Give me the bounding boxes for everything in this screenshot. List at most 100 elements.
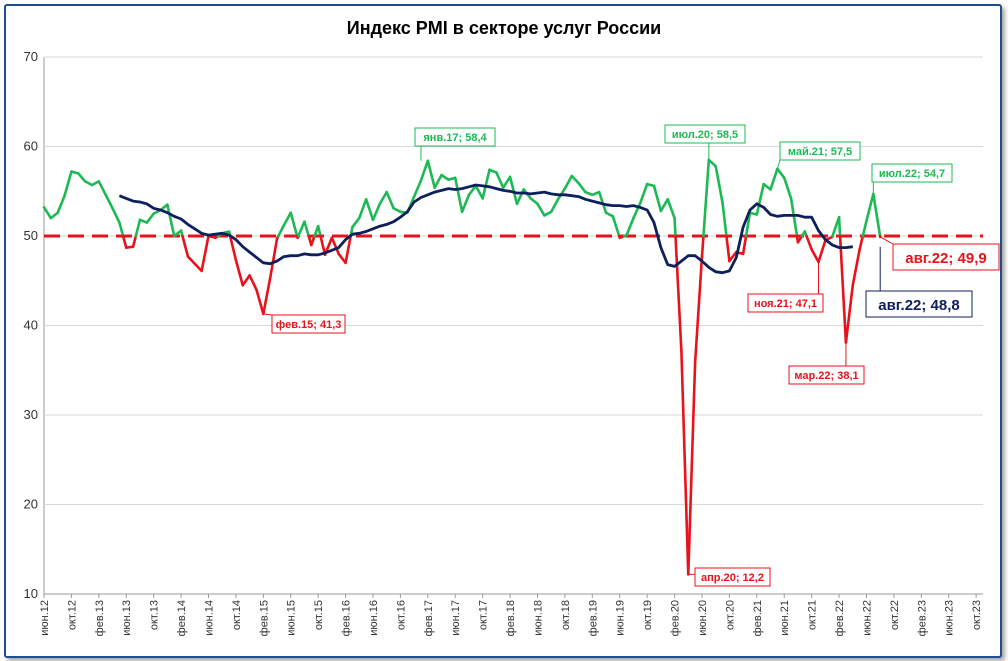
pmi-line-segment: [659, 198, 670, 213]
pmi-line-segment: [357, 198, 368, 220]
x-tick-label: фев.16: [341, 600, 353, 636]
x-tick-label: фев.14: [176, 600, 188, 636]
pmi-line-segment: [686, 360, 697, 576]
x-tick-label: июн.19: [615, 600, 627, 636]
pmi-line-segment: [268, 237, 279, 280]
pmi-line-segment: [714, 164, 724, 205]
annotation-leader: [776, 159, 781, 170]
annotation-box: [664, 124, 746, 144]
pmi-line-segment: [76, 172, 87, 183]
annotation-box: [865, 290, 973, 318]
x-tick-label: фев.20: [670, 600, 682, 636]
pmi-line-segment: [529, 197, 539, 206]
pmi-line-segment: [426, 159, 436, 189]
annotation-label: авг.22; 49,9: [905, 250, 987, 267]
x-tick-label: июн.21: [779, 600, 791, 636]
pmi-line-segment: [549, 198, 560, 214]
y-tick-label: 50: [24, 228, 38, 243]
moving-average-series: [118, 183, 853, 275]
pmi-line-segment: [481, 168, 491, 200]
pmi-line-segment: [693, 255, 704, 364]
pmi-line-segment: [364, 198, 375, 222]
pmi-line-segment: [725, 234, 731, 263]
pmi-line-segment: [56, 194, 66, 215]
annotation-label: фев.15; 41,3: [276, 319, 342, 331]
annotation-box: [871, 163, 953, 183]
chart-frame: [4, 4, 1002, 658]
x-tick-label: июн.12: [39, 600, 51, 636]
pmi-line-segment: [121, 234, 128, 249]
pmi-line-segment: [755, 182, 765, 216]
pmi-line-segment: [166, 203, 176, 238]
x-tick-label: окт.13: [149, 600, 161, 630]
pmi-line-segment: [810, 248, 820, 264]
x-axis: июн.12 окт.12 фев.13 июн.13 окт.13 фев.14 июн.…: [39, 593, 983, 636]
moving-average-line: [118, 183, 853, 275]
pmi-line-segment: [330, 236, 341, 256]
pmi-line-segment: [200, 234, 210, 273]
x-tick-label: июн.20: [697, 600, 709, 636]
pmi-line-segment: [674, 234, 683, 353]
x-tick-label: фев.23: [916, 600, 928, 636]
pmi-line-segment: [316, 224, 322, 238]
pmi-line-segment: [289, 211, 299, 238]
pmi-line-segment: [844, 283, 855, 344]
pmi-line-segment: [501, 175, 512, 189]
pmi-line-segment: [234, 258, 245, 287]
pmi-line-segment: [673, 216, 677, 238]
pmi-line-segment: [134, 218, 142, 238]
pmi-line-segment: [378, 190, 389, 206]
x-tick-label: фев.17: [423, 600, 435, 636]
pmi-line-segment: [193, 262, 203, 273]
pmi-line-segment: [789, 197, 799, 238]
annotation-label: авг.22; 48,8: [878, 297, 960, 314]
pmi-line-segment: [474, 184, 484, 200]
x-tick-label: июн.13: [121, 600, 133, 636]
pmi-line-segment: [611, 215, 621, 238]
pmi-line-segment: [837, 215, 842, 238]
x-tick-label: окт.17: [478, 600, 490, 630]
pmi-line-segment: [700, 234, 705, 258]
x-tick-label: июн.14: [203, 600, 215, 636]
x-tick-label: фев.13: [94, 600, 106, 636]
pmi-line-segment: [680, 350, 690, 576]
x-tick-label: фев.19: [587, 600, 599, 636]
x-tick-label: июн.16: [368, 600, 380, 636]
x-tick-label: окт.23: [971, 600, 983, 630]
pmi-line-segment: [440, 173, 450, 181]
pmi-line-segment: [782, 176, 793, 200]
pmi-line-segment: [652, 184, 663, 213]
pmi-line-segment: [351, 216, 361, 229]
y-tick-label: 10: [24, 586, 38, 601]
x-tick-label: окт.19: [642, 600, 654, 630]
y-tick-label: 60: [24, 139, 38, 154]
pmi-line-segment: [131, 234, 138, 249]
pmi-line-segment: [181, 234, 190, 258]
annotation-box: [414, 127, 496, 147]
pmi-line-segment: [42, 206, 53, 220]
pmi-line-segment: [228, 234, 238, 262]
pmi-line-segment: [805, 234, 813, 251]
pmi-line-segment: [337, 252, 347, 265]
x-tick-label: окт.16: [395, 600, 407, 630]
y-axis: 10 20 30 40 50 60 70: [24, 49, 983, 601]
pmi-line-segment: [858, 234, 865, 251]
pmi-line-segment: [145, 212, 155, 224]
annotation-label: апр.20; 12,2: [701, 572, 764, 584]
pmi-line-segment: [433, 173, 443, 189]
pmi-line-segment: [255, 288, 265, 316]
x-tick-label: июн.15: [286, 600, 298, 636]
pmi-line-segment: [97, 180, 107, 197]
pmi-line-segment: [310, 234, 316, 247]
pmi-line-segment: [638, 182, 649, 205]
chart-title: Индекс PMI в секторе услуг России: [347, 18, 661, 38]
pmi-line-segment: [241, 274, 251, 287]
y-tick-label: 70: [24, 49, 38, 64]
pmi-line-segment: [460, 193, 471, 214]
pmi-line-segment: [371, 202, 382, 222]
pmi-line-segment: [577, 181, 587, 194]
x-tick-label: фев.21: [752, 600, 764, 636]
x-tick-label: окт.14: [231, 600, 243, 630]
x-tick-label: фев.22: [834, 600, 846, 636]
pmi-line-segment: [702, 158, 711, 238]
